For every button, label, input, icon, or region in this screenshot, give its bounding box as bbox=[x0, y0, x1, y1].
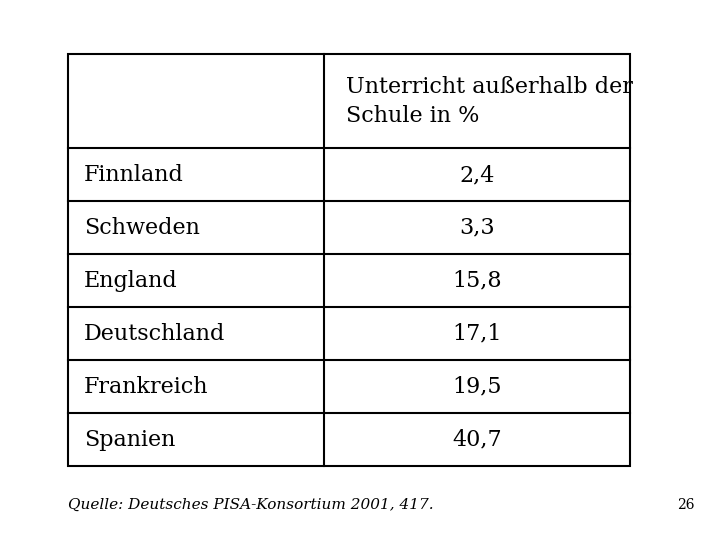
Text: Finnland: Finnland bbox=[84, 164, 184, 186]
Text: 40,7: 40,7 bbox=[452, 429, 502, 450]
Text: Unterricht außerhalb der
Schule in %: Unterricht außerhalb der Schule in % bbox=[346, 76, 632, 127]
Text: 3,3: 3,3 bbox=[459, 217, 495, 239]
Bar bbox=[68, 54, 630, 466]
Text: 19,5: 19,5 bbox=[452, 376, 502, 397]
Text: 26: 26 bbox=[678, 498, 695, 512]
Text: Spanien: Spanien bbox=[84, 429, 176, 450]
Text: 2,4: 2,4 bbox=[459, 164, 495, 186]
Text: Frankreich: Frankreich bbox=[84, 376, 209, 397]
Text: 17,1: 17,1 bbox=[452, 323, 502, 345]
Text: Deutschland: Deutschland bbox=[84, 323, 225, 345]
Text: 15,8: 15,8 bbox=[452, 270, 502, 292]
Text: Quelle: Deutsches PISA-Konsortium 2001, 417.: Quelle: Deutsches PISA-Konsortium 2001, … bbox=[68, 498, 434, 512]
Text: England: England bbox=[84, 270, 178, 292]
Text: Schweden: Schweden bbox=[84, 217, 200, 239]
